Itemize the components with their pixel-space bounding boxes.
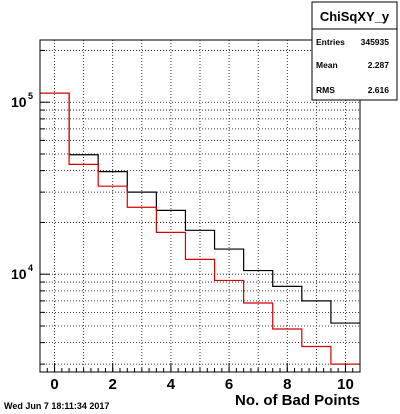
stats-mean-label: Mean xyxy=(316,60,338,70)
stats-entries-label: Entries xyxy=(316,37,345,47)
histogram-series-0 xyxy=(40,92,360,324)
y-tick-label-base: 10 xyxy=(11,94,27,110)
stats-title: ChiSqXY_y xyxy=(320,9,390,24)
stats-box: ChiSqXY_y Entries 345935 Mean 2.287 RMS … xyxy=(311,1,398,101)
x-axis-title: No. of Bad Points xyxy=(235,392,360,409)
y-tick-label-exponent: 4 xyxy=(28,263,33,273)
x-tick-label: 2 xyxy=(109,376,117,393)
timestamp: Wed Jun 7 18:11:34 2017 xyxy=(4,401,109,411)
stats-mean-value: 2.287 xyxy=(368,60,390,70)
series-group xyxy=(40,92,360,365)
x-tick-label: 8 xyxy=(283,376,291,393)
stats-rms-label: RMS xyxy=(316,85,335,95)
grid xyxy=(40,40,360,372)
stats-entries-value: 345935 xyxy=(361,37,390,47)
y-tick-label-exponent: 5 xyxy=(28,91,33,101)
stats-rms-value: 2.616 xyxy=(368,85,390,95)
histogram-series-1 xyxy=(40,92,360,365)
stats-box-frame xyxy=(311,1,398,101)
y-tick-label-base: 10 xyxy=(11,266,27,282)
x-tick-label: 4 xyxy=(167,376,176,393)
x-tick-label: 6 xyxy=(225,376,233,393)
x-tick-label: 0 xyxy=(50,376,58,393)
x-tick-label: 10 xyxy=(337,376,354,393)
